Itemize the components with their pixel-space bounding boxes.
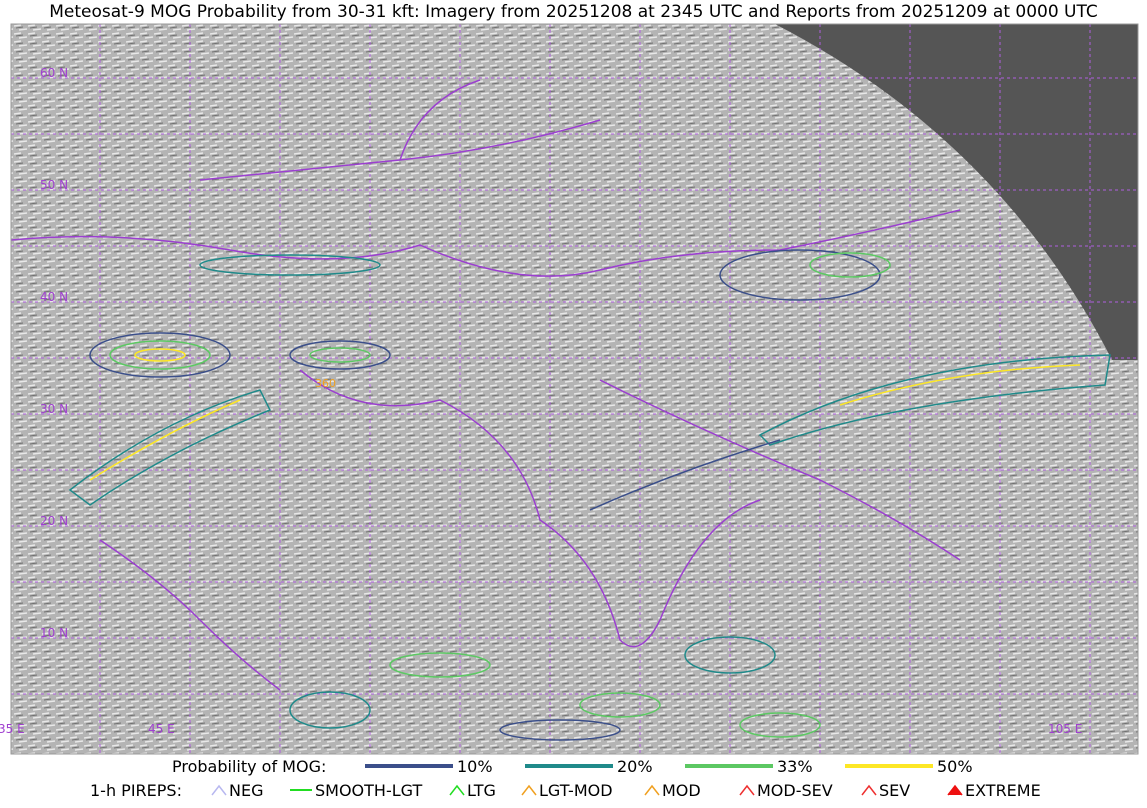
legend-label: 20% xyxy=(617,757,653,776)
pirep-label: NEG xyxy=(229,781,263,800)
legend-label: 10% xyxy=(457,757,493,776)
lat-label: 10 N xyxy=(40,626,68,640)
legend-title: Probability of MOG: xyxy=(172,757,326,776)
lon-label: 45 E xyxy=(148,722,175,736)
annotation: 360 xyxy=(315,377,336,390)
lat-label: 20 N xyxy=(40,514,68,528)
legend-label: 33% xyxy=(777,757,813,776)
lon-label: 35 E xyxy=(0,722,25,736)
lat-label: 60 N xyxy=(40,66,68,80)
pirep-symbol xyxy=(521,784,537,796)
contours xyxy=(68,249,1111,741)
lat-label: 40 N xyxy=(40,290,68,304)
satellite-image: 360 xyxy=(11,24,1138,754)
legend-title: 1-h PIREPS: xyxy=(90,781,182,800)
pirep-symbol xyxy=(211,784,227,796)
pirep-label: LGT-MOD xyxy=(539,781,613,800)
pirep-symbol xyxy=(739,784,755,796)
lat-label: 30 N xyxy=(40,402,68,416)
map-frame xyxy=(10,23,1139,755)
pirep-label: MOD-SEV xyxy=(757,781,833,800)
pirep-label: SMOOTH-LGT xyxy=(315,781,422,800)
title: Meteosat-9 MOG Probability from 30-31 kf… xyxy=(49,2,1098,22)
pirep-label: LTG xyxy=(467,781,496,800)
lat-label: 50 N xyxy=(40,178,68,192)
pirep-label: MOD xyxy=(662,781,701,800)
pirep-symbol xyxy=(947,784,963,796)
legend-label: 50% xyxy=(937,757,973,776)
pirep-symbol xyxy=(861,784,877,796)
lon-label: 105 E xyxy=(1048,722,1082,736)
pirep-symbol xyxy=(449,784,465,796)
borders xyxy=(11,79,961,691)
pirep-symbol xyxy=(644,784,660,796)
pirep-label: EXTREME xyxy=(965,781,1041,800)
pirep-label: SEV xyxy=(879,781,910,800)
